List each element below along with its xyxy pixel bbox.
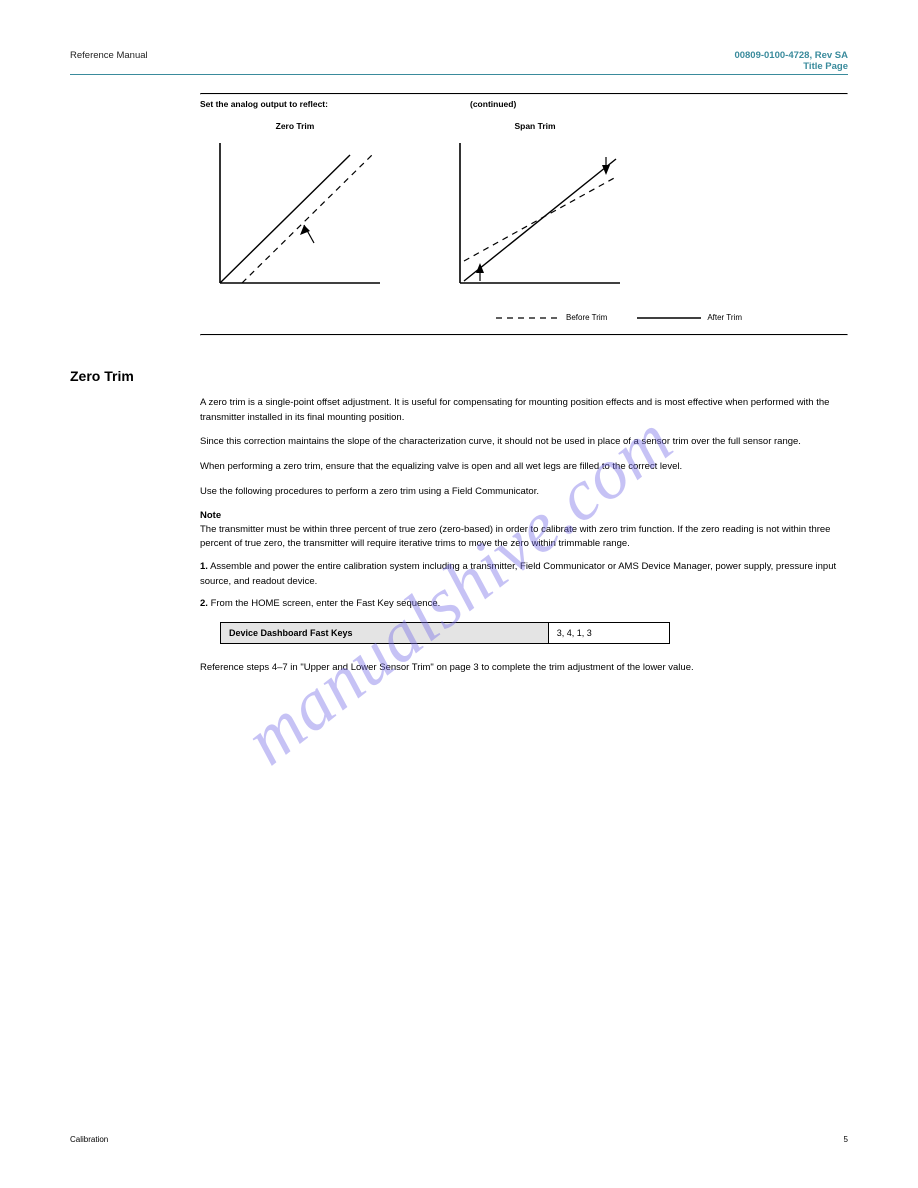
legend: Before Trim After Trim — [390, 307, 848, 334]
legend-after-label: After Trim — [707, 313, 742, 322]
step-2: 2. From the HOME screen, enter the Fast … — [200, 597, 848, 612]
para-2: Since this correction maintains the slop… — [200, 435, 848, 450]
figure-block: Set the analog output to reflect: (conti… — [200, 93, 848, 336]
table-header-param: (continued) — [470, 99, 848, 109]
step-2-body: From the HOME screen, enter the Fast Key… — [211, 598, 441, 609]
chart-zero-trim: Zero Trim — [200, 121, 390, 293]
note-block: Note The transmitter must be within thre… — [200, 510, 848, 552]
table-bottom-rule — [200, 334, 848, 336]
header-left: Reference Manual — [70, 50, 148, 61]
table-header-row: Set the analog output to reflect: (conti… — [200, 95, 848, 115]
fast-keys-label: Device Dashboard Fast Keys — [221, 623, 549, 644]
step-2-num: 2. — [200, 598, 208, 609]
legend-before: Before Trim — [496, 313, 607, 322]
note-body: The transmitter must be within three per… — [200, 523, 848, 552]
body-text: A zero trim is a single-point offset adj… — [200, 396, 848, 500]
para-3: When performing a zero trim, ensure that… — [200, 460, 848, 475]
step-1-num: 1. — [200, 561, 208, 572]
step-1-body: Assemble and power the entire calibratio… — [200, 561, 836, 587]
chart-left-svg — [200, 133, 390, 293]
chart-right-title: Span Trim — [440, 121, 630, 131]
fast-keys-table: Device Dashboard Fast Keys 3, 4, 1, 3 — [220, 622, 670, 644]
charts-row: Zero Trim Span Trim — [200, 115, 848, 307]
chart-span-trim: Span Trim — [440, 121, 630, 293]
para-4: Use the following procedures to perform … — [200, 485, 848, 500]
footer-left: Calibration — [70, 1135, 108, 1144]
step-1: 1. Assemble and power the entire calibra… — [200, 560, 848, 589]
note-label: Note — [200, 510, 221, 521]
page: Reference Manual 00809-0100-4728, Rev SA… — [0, 0, 918, 1188]
legend-dashed-icon — [496, 315, 560, 321]
chart-right-svg — [440, 133, 630, 293]
footer: Calibration 5 — [70, 1135, 848, 1144]
legend-after: After Trim — [637, 313, 742, 322]
header-rule — [70, 74, 848, 75]
para-1: A zero trim is a single-point offset adj… — [200, 396, 848, 425]
footer-page: 5 — [844, 1135, 848, 1144]
legend-solid-icon — [637, 315, 701, 321]
header-row: Reference Manual 00809-0100-4728, Rev SA… — [70, 50, 848, 72]
legend-before-label: Before Trim — [566, 313, 607, 322]
chart-left-title: Zero Trim — [200, 121, 390, 131]
header-date: Title Page — [734, 61, 848, 72]
header-doc-number: 00809-0100-4728, Rev SA — [734, 50, 848, 61]
reference-note: Reference steps 4–7 in "Upper and Lower … — [200, 662, 848, 673]
section-title: Zero Trim — [70, 368, 848, 384]
table-header-instruction: Set the analog output to reflect: — [200, 99, 470, 109]
fast-keys-value: 3, 4, 1, 3 — [548, 623, 669, 644]
